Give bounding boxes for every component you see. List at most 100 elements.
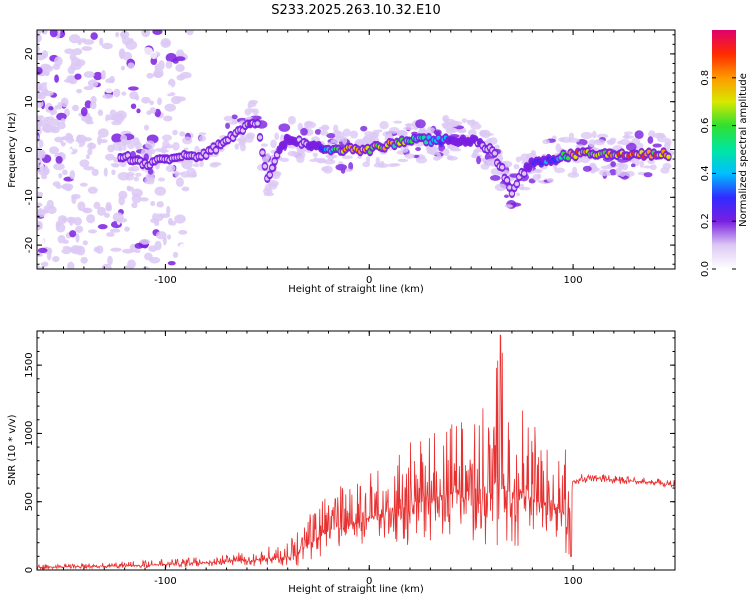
noise-blob (106, 232, 115, 237)
noise-blob (146, 110, 152, 116)
halo-blob (456, 129, 467, 133)
noise-blob (93, 201, 101, 210)
halo-blob (362, 137, 372, 141)
colorbar-label: Normalized spectral amplitude (738, 73, 749, 227)
noise-blob (52, 255, 60, 263)
noise-blob (134, 248, 141, 254)
halo-blob (503, 194, 509, 199)
noise-blob (124, 226, 130, 232)
noise-blob (67, 261, 75, 269)
noise-blob (69, 62, 82, 71)
ridge-core (260, 150, 265, 155)
halo-blob (518, 183, 525, 191)
noise-blob (163, 115, 173, 122)
colorbar-tick-label: 0.6 (700, 118, 711, 134)
noise-blob (90, 52, 97, 62)
y-tick-label: 500 (24, 492, 35, 511)
ridge-core (262, 164, 268, 169)
noise-blob (102, 94, 114, 99)
halo-blob (643, 165, 652, 169)
noise-blob (54, 74, 59, 83)
noise-blob (176, 49, 185, 57)
noise-blob (70, 245, 82, 255)
noise-blob (92, 117, 100, 125)
noise-blob (71, 195, 77, 204)
noise-blob (61, 184, 71, 190)
noise-blob (38, 139, 44, 148)
halo-blob (244, 108, 252, 116)
halo-blob (580, 155, 591, 164)
noise-blob (85, 154, 90, 160)
snr-ylabel: SNR (10 * v/v) (7, 414, 18, 485)
noise-blob (107, 255, 113, 266)
noise-blob (175, 177, 184, 187)
noise-blob (103, 212, 110, 218)
halo-blob (445, 127, 455, 134)
noise-blob (37, 166, 50, 177)
noise-blob (105, 69, 117, 77)
ridge-core (272, 159, 277, 164)
halo-blob (158, 177, 165, 182)
halo-blob (647, 136, 654, 144)
halo-blob (630, 163, 636, 168)
noise-blob (66, 75, 76, 83)
y-tick-label: 1000 (24, 421, 35, 446)
noise-blob (121, 91, 127, 96)
noise-blob (66, 134, 74, 140)
noise-blob (155, 231, 167, 240)
noise-blob (91, 168, 99, 177)
halo-blob (174, 170, 180, 178)
halo-blob (619, 138, 631, 146)
halo-blob (476, 156, 481, 165)
noise-blob (55, 184, 63, 189)
noise-blob (37, 107, 42, 113)
noise-blob (37, 162, 40, 170)
colorbar-tick-label: 0.8 (700, 70, 711, 86)
halo-blob (159, 149, 170, 153)
halo-blob (480, 163, 490, 170)
halo-blob (596, 133, 609, 139)
noise-blob (120, 65, 125, 71)
noise-blob (118, 48, 126, 59)
noise-blob (87, 229, 98, 234)
halo-blob (403, 126, 415, 130)
noise-blob (131, 193, 142, 204)
noise-blob (144, 124, 150, 131)
noise-blob (38, 210, 45, 218)
noise-blob (175, 64, 185, 72)
halo-blob (183, 147, 189, 151)
ridge-core (521, 171, 527, 176)
noise-blob (140, 68, 146, 74)
x-tick-label: -100 (154, 275, 177, 286)
noise-blob (149, 100, 154, 106)
noise-blob (64, 48, 75, 55)
noise-blob (93, 71, 103, 81)
noise-blob (53, 162, 65, 171)
noise-blob (87, 186, 98, 194)
halo-blob (335, 163, 348, 171)
noise-blob (167, 266, 175, 269)
noise-blob (178, 243, 187, 252)
halo-blob (664, 138, 672, 147)
noise-blob (97, 128, 109, 138)
ridge-core (270, 165, 275, 171)
noise-blob (118, 190, 128, 200)
halo-blob (364, 131, 374, 137)
halo-blob (131, 165, 140, 172)
ridge-core (499, 165, 505, 170)
noise-blob (97, 109, 104, 116)
halo-blob (532, 174, 540, 181)
y-tick-label: 20 (24, 48, 35, 61)
x-tick-label: 100 (564, 275, 583, 286)
noise-blob (54, 56, 63, 67)
ridge-core (267, 172, 272, 178)
halo-blob (225, 122, 231, 129)
noise-blob (103, 167, 108, 177)
noise-blob (76, 88, 83, 94)
halo-blob (479, 129, 487, 137)
ridge-core (666, 154, 671, 159)
noise-blob (110, 247, 122, 252)
y-tick-label: -20 (24, 237, 35, 253)
